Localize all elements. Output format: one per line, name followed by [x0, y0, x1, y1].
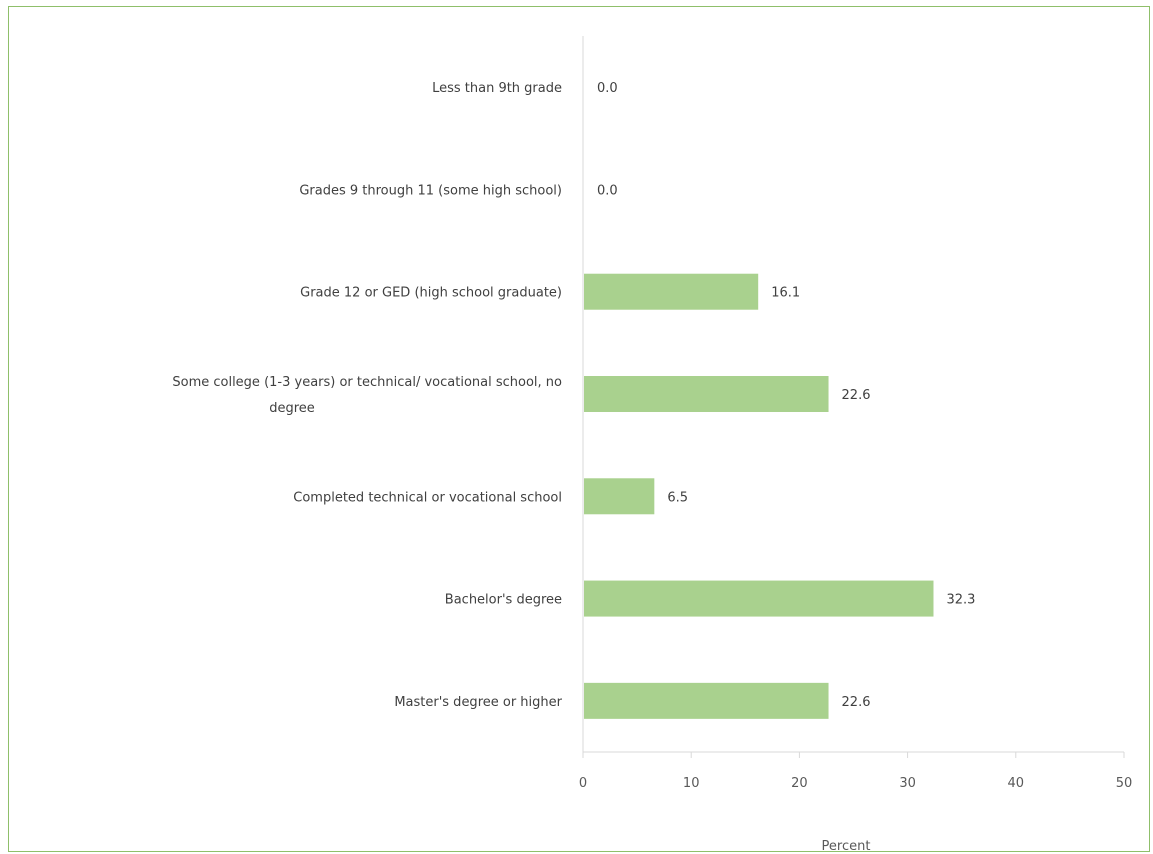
value-label: 22.6 — [842, 695, 871, 710]
category-label: Completed technical or vocational school — [293, 490, 562, 505]
category-label: Bachelor's degree — [445, 593, 562, 608]
value-label: 6.5 — [667, 490, 688, 505]
x-tick-label: 20 — [791, 776, 808, 791]
x-axis: 0 10 20 30 40 50 — [579, 36, 1132, 791]
value-label: 0.0 — [597, 81, 618, 96]
x-tick-label: 40 — [1008, 776, 1025, 791]
category-label: Some college (1-3 years) or technical/ v… — [172, 375, 562, 390]
category-label: Grade 12 or GED (high school graduate) — [300, 286, 562, 301]
bar — [584, 376, 829, 412]
category-labels-group: Less than 9th grade Grades 9 through 11 (… — [172, 81, 562, 710]
category-label: degree — [269, 401, 315, 416]
value-labels-group: 0.0 0.0 16.1 22.6 6.5 32.3 22.6 — [597, 81, 975, 710]
bar — [584, 273, 759, 310]
category-label: Grades 9 through 11 (some high school) — [299, 183, 562, 198]
category-label: Less than 9th grade — [432, 81, 562, 96]
bar — [584, 682, 829, 719]
bars-group — [584, 273, 934, 719]
x-tick-label: 30 — [899, 776, 916, 791]
bar — [584, 478, 655, 515]
value-label: 16.1 — [771, 286, 800, 301]
x-tick-label: 10 — [683, 776, 700, 791]
category-label: Master's degree or higher — [394, 695, 562, 710]
x-tick-label: 50 — [1116, 776, 1133, 791]
chart-frame — [8, 6, 1150, 852]
value-label: 22.6 — [842, 388, 871, 403]
bar — [584, 580, 934, 617]
frame-top-border — [8, 6, 1150, 7]
value-label: 32.3 — [946, 593, 975, 608]
x-tick-label: 0 — [579, 776, 587, 791]
value-label: 0.0 — [597, 183, 618, 198]
x-axis-title: Percent — [822, 839, 871, 854]
